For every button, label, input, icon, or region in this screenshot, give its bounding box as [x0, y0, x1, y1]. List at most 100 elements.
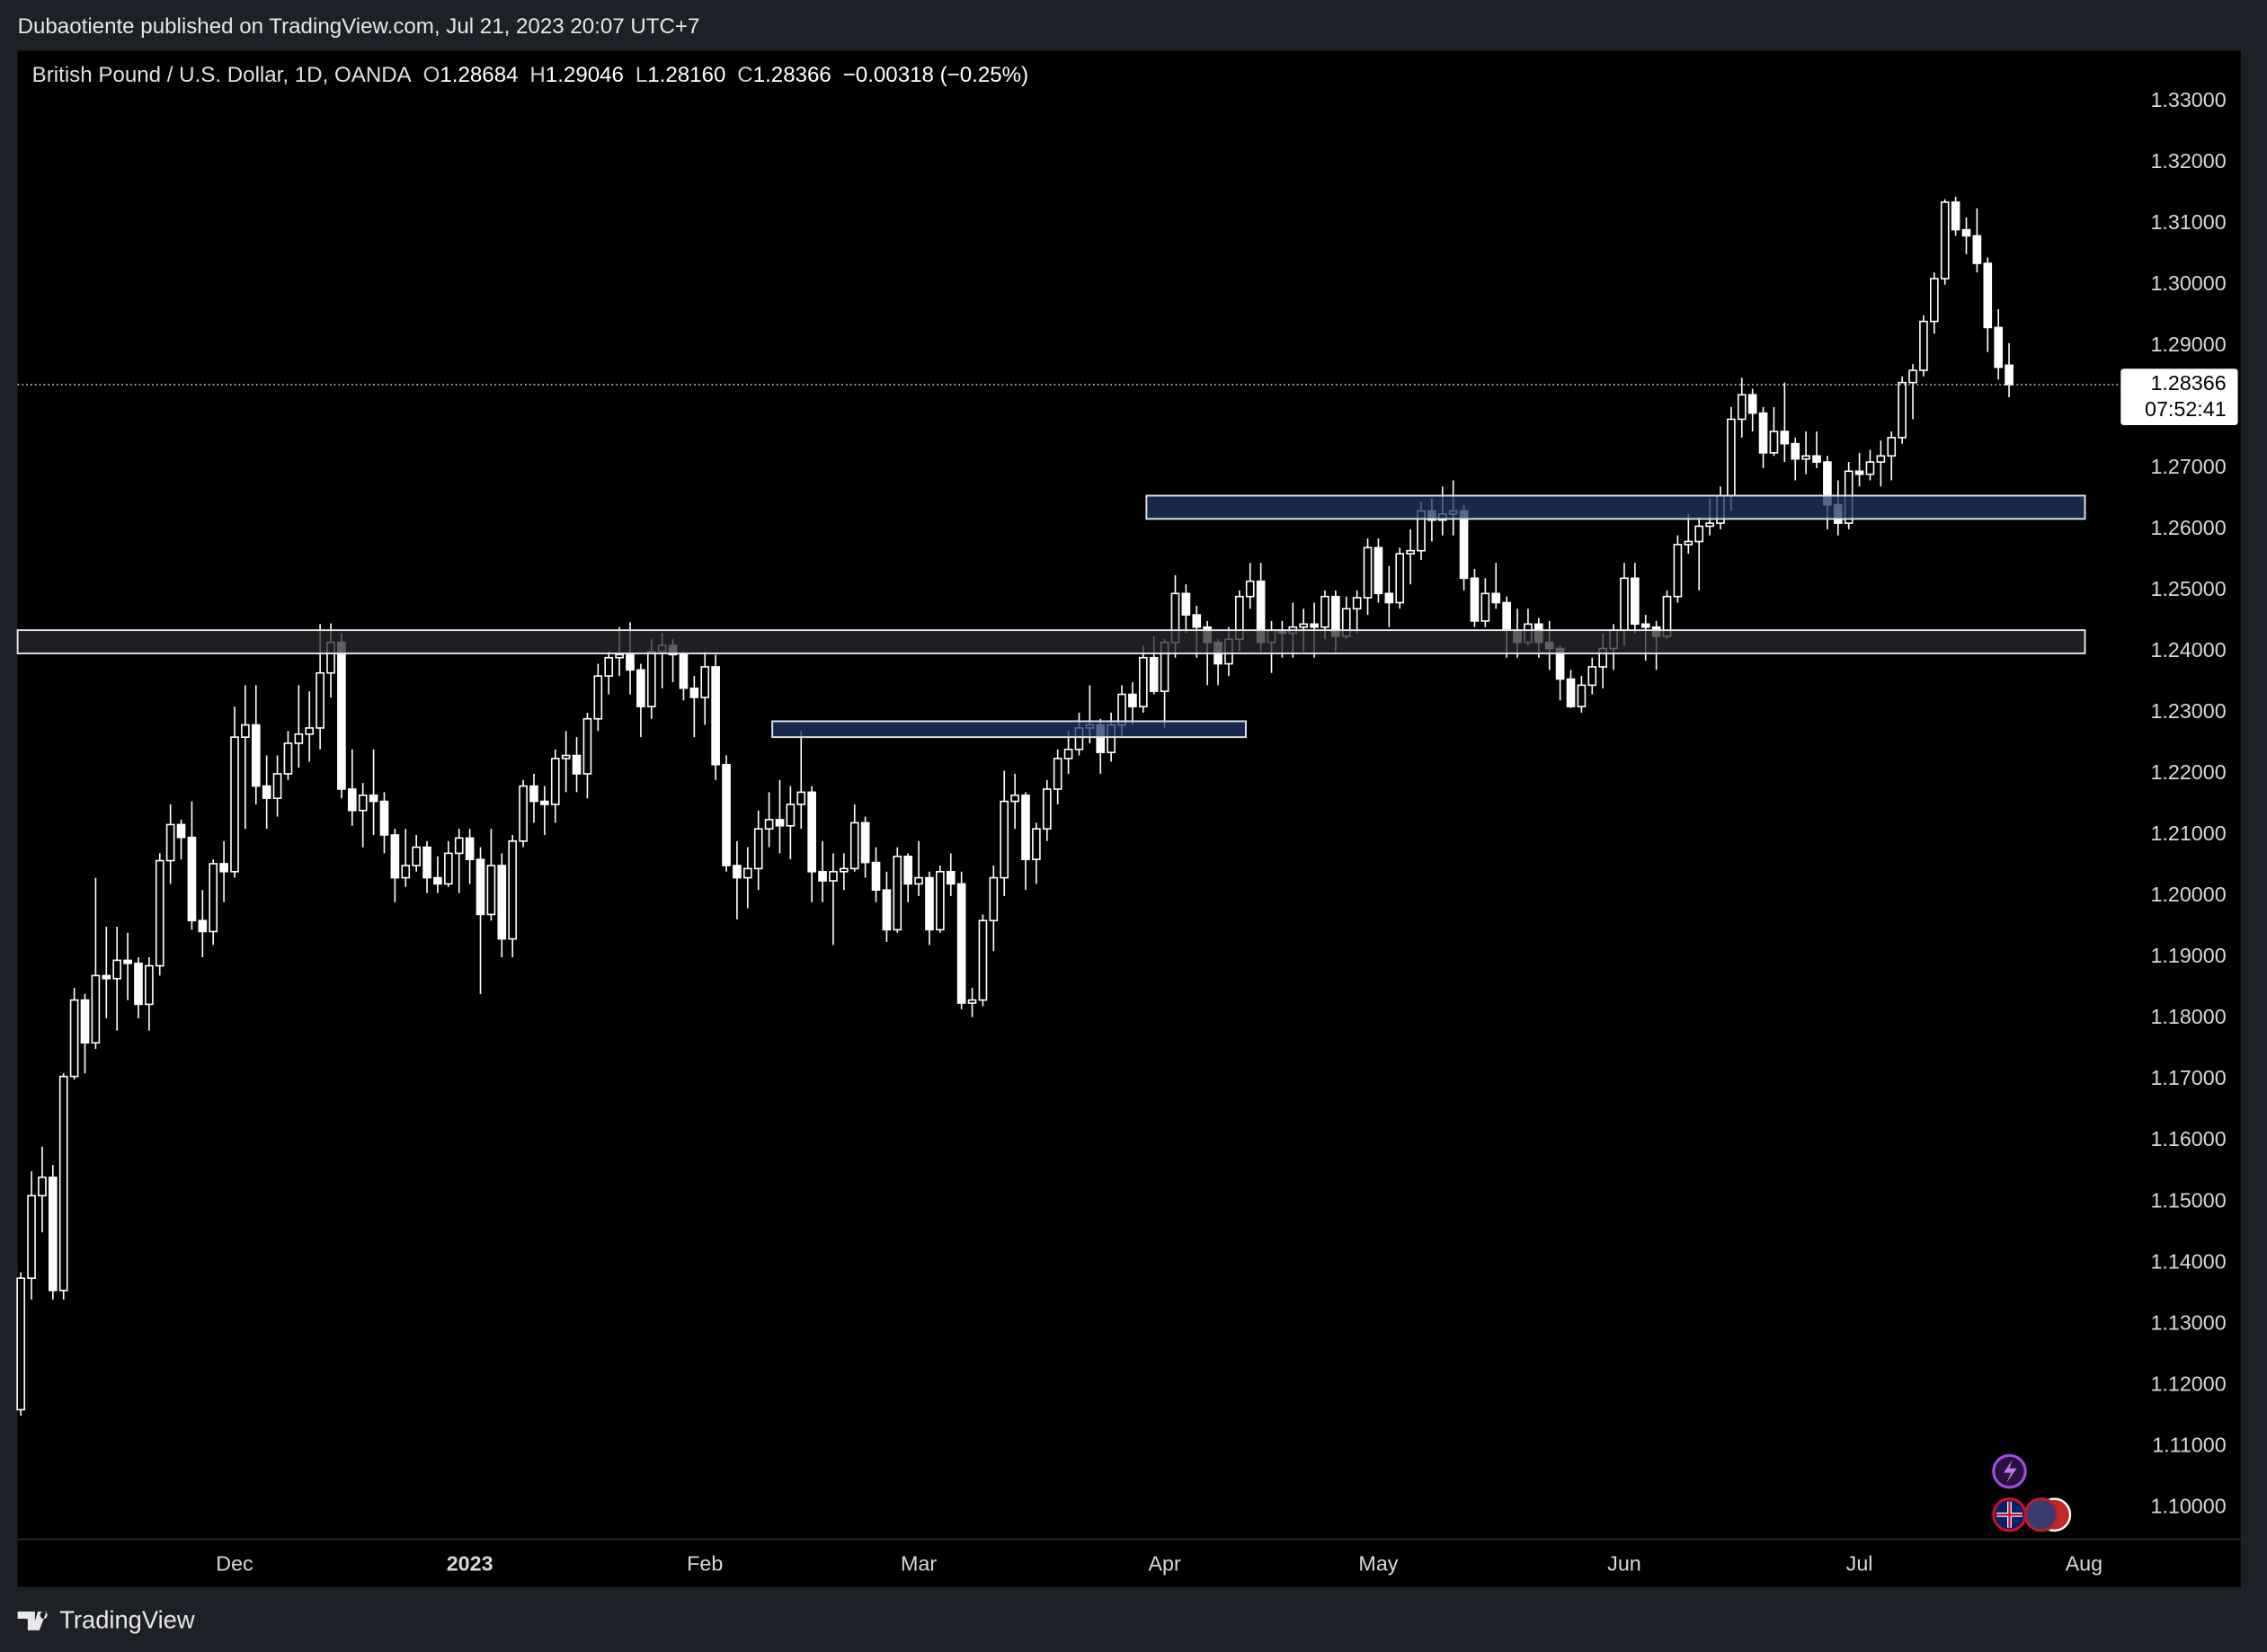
candle-body — [497, 865, 507, 940]
y-tick-label: 1.19000 — [2150, 944, 2226, 967]
candle-body — [209, 863, 218, 933]
candle-body — [615, 653, 624, 659]
candle-body — [486, 865, 496, 916]
brand-name: TradingView — [59, 1605, 195, 1633]
y-tick-label: 1.15000 — [2150, 1188, 2226, 1212]
publisher-line: Dubaotiente published on TradingView.com… — [18, 14, 700, 39]
candle-body — [1898, 381, 1907, 439]
x-tick-label: Dec — [216, 1552, 253, 1576]
candle-body — [882, 889, 892, 931]
y-tick-label: 1.30000 — [2150, 271, 2226, 295]
candle-body — [358, 794, 368, 812]
candle-body — [91, 974, 101, 1044]
us-flag-icon[interactable] — [2023, 1497, 2059, 1532]
candle-body — [1010, 794, 1019, 803]
candle-body — [860, 822, 870, 864]
candle-body — [102, 974, 111, 980]
x-tick-label: Apr — [1148, 1552, 1180, 1576]
candle-body — [519, 785, 528, 842]
y-tick-label: 1.16000 — [2150, 1127, 2226, 1150]
candle-body — [1310, 623, 1319, 628]
y-tick-label: 1.22000 — [2150, 760, 2226, 784]
candle-body — [465, 837, 475, 860]
candle-body — [1620, 577, 1629, 631]
candle-body — [946, 870, 956, 885]
candle-body — [711, 666, 720, 766]
candle-body — [1470, 577, 1480, 622]
candle-body — [1983, 262, 1993, 329]
candle-body — [1320, 595, 1329, 628]
candle-body — [337, 641, 346, 790]
candle-body — [1363, 546, 1373, 599]
candle-body — [1727, 418, 1736, 497]
candle-body — [1138, 656, 1148, 707]
y-tick-label: 1.18000 — [2150, 1005, 2226, 1028]
candle-body — [16, 1277, 25, 1411]
candle-body — [1908, 369, 1917, 384]
candle-body — [903, 855, 913, 885]
candle-body — [1063, 748, 1073, 759]
candle-body — [1480, 592, 1490, 622]
candle-body — [679, 653, 689, 689]
candle-body — [1673, 544, 1683, 598]
candle-body — [123, 959, 132, 964]
last-price-box — [2120, 369, 2238, 425]
candle-body — [1769, 431, 1779, 454]
x-tick-label: Aug — [2066, 1552, 2103, 1576]
candle-body — [369, 794, 378, 803]
candle-body — [316, 671, 324, 729]
candle-body — [1801, 455, 1810, 460]
instrument: British Pound / U.S. Dollar, 1D, OANDA — [32, 64, 413, 88]
candle-body — [112, 959, 122, 980]
candle-body — [27, 1195, 36, 1279]
brand-logo[interactable]: TradingView — [17, 1605, 195, 1633]
candle-body — [1747, 394, 1757, 414]
candle-body — [893, 855, 902, 931]
candle-body — [1631, 577, 1640, 626]
chart-pane — [17, 50, 2241, 1587]
candle-body — [38, 1177, 47, 1197]
candle-body — [1181, 592, 1191, 616]
candle-body — [251, 724, 261, 787]
candle-body — [871, 861, 881, 892]
candle-body — [764, 819, 774, 830]
candle-body — [1684, 540, 1694, 546]
last-price-label: 1.28366 — [2150, 371, 2226, 395]
candle-body — [1149, 656, 1159, 692]
candle-body — [1299, 623, 1309, 628]
candle-body — [1000, 800, 1009, 879]
candle-body — [1705, 522, 1714, 528]
candle-body — [1780, 431, 1790, 445]
candle-body — [1053, 758, 1062, 790]
candle-body — [753, 828, 763, 870]
y-tick-label: 1.32000 — [2150, 149, 2226, 173]
x-tick-label: Jul — [1846, 1552, 1873, 1576]
symbol-legend: British Pound / U.S. Dollar, 1D, OANDA O1… — [32, 64, 1028, 88]
candle-body — [283, 742, 293, 775]
candle-body — [1502, 601, 1511, 631]
candle-body — [1192, 614, 1202, 628]
ohlc-value: 1.28684 — [440, 64, 518, 88]
candle-body — [262, 785, 271, 799]
y-tick-label: 1.12000 — [2150, 1372, 2226, 1395]
candle-body — [742, 867, 752, 879]
candle-body — [1021, 794, 1030, 860]
candle-body — [454, 837, 464, 855]
bar-countdown: 07:52:41 — [2145, 397, 2227, 421]
candle-body — [936, 870, 945, 931]
candle-body — [978, 919, 988, 1001]
candle-body — [187, 836, 197, 922]
candle-body — [1737, 394, 1747, 421]
y-tick-label: 1.27000 — [2150, 455, 2226, 478]
x-tick-label: Feb — [687, 1552, 723, 1576]
candle-body — [1919, 320, 1928, 371]
candle-body — [1929, 278, 1939, 323]
candle-body — [347, 788, 357, 812]
candle-body — [1640, 623, 1650, 628]
candle-body — [529, 785, 538, 803]
candle-body — [198, 919, 208, 933]
ohlc-value: 1.29046 — [546, 64, 624, 88]
candle-body — [550, 758, 560, 805]
y-tick-label: 1.13000 — [2150, 1310, 2226, 1334]
